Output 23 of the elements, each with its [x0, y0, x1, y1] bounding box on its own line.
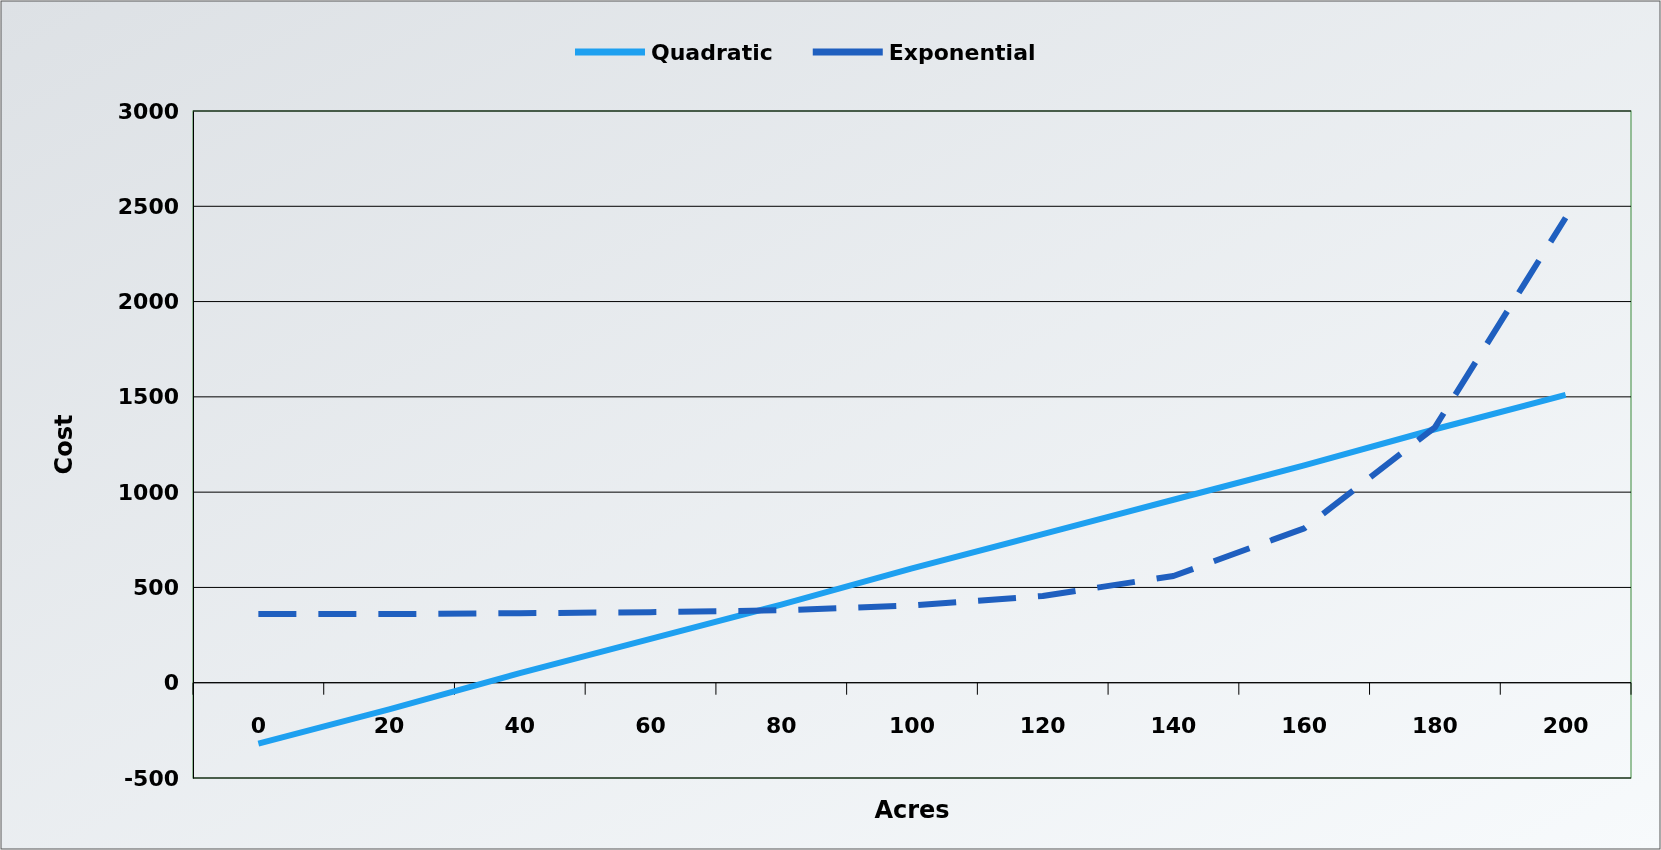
legend-label: Exponential: [888, 40, 1036, 65]
x-tick-label: 160: [1281, 712, 1328, 738]
y-tick-label: 1500: [117, 384, 179, 410]
x-tick-label: 140: [1150, 712, 1197, 738]
x-tick-label: 60: [635, 712, 666, 738]
x-tick-label: 20: [373, 712, 405, 738]
x-tick-label: 0: [250, 712, 267, 738]
y-tick-label: 3000: [117, 98, 179, 124]
y-tick-label: 1000: [117, 479, 179, 505]
x-tick-label: 40: [504, 712, 536, 738]
y-tick-label: 2500: [117, 193, 179, 219]
y-tick-label: 0: [163, 670, 179, 696]
x-tick-label: 180: [1411, 712, 1458, 738]
y-axis-title: Cost: [50, 414, 78, 475]
legend-label: Quadratic: [651, 40, 773, 65]
y-tick-label: -500: [123, 765, 179, 791]
x-tick-label: 100: [889, 712, 935, 738]
x-tick-label: 80: [765, 712, 797, 738]
x-tick-label: 200: [1542, 712, 1589, 738]
x-axis-title: Acres: [874, 796, 950, 824]
y-tick-label: 500: [133, 574, 179, 600]
x-tick-label: 120: [1019, 712, 1066, 738]
y-tick-label: 2000: [117, 289, 179, 315]
